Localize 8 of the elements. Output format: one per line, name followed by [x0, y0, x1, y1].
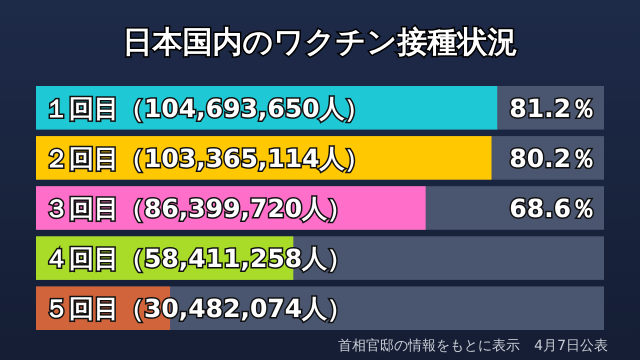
- data-label: 80.2％: [509, 144, 596, 173]
- y-tick-label: １回目（104,693,650人）: [44, 94, 370, 123]
- data-label: 81.2％: [509, 94, 596, 123]
- chart-title: 日本国内のワクチン接種状況: [122, 25, 518, 60]
- data-label: 68.6％: [509, 194, 596, 223]
- y-tick-label: ３回目（86,399,720人）: [44, 194, 352, 223]
- text: 首相官邸の情報をもとに表示 4月7日公表: [338, 338, 608, 354]
- y-tick-label: ２回目（103,365,114人）: [44, 144, 370, 173]
